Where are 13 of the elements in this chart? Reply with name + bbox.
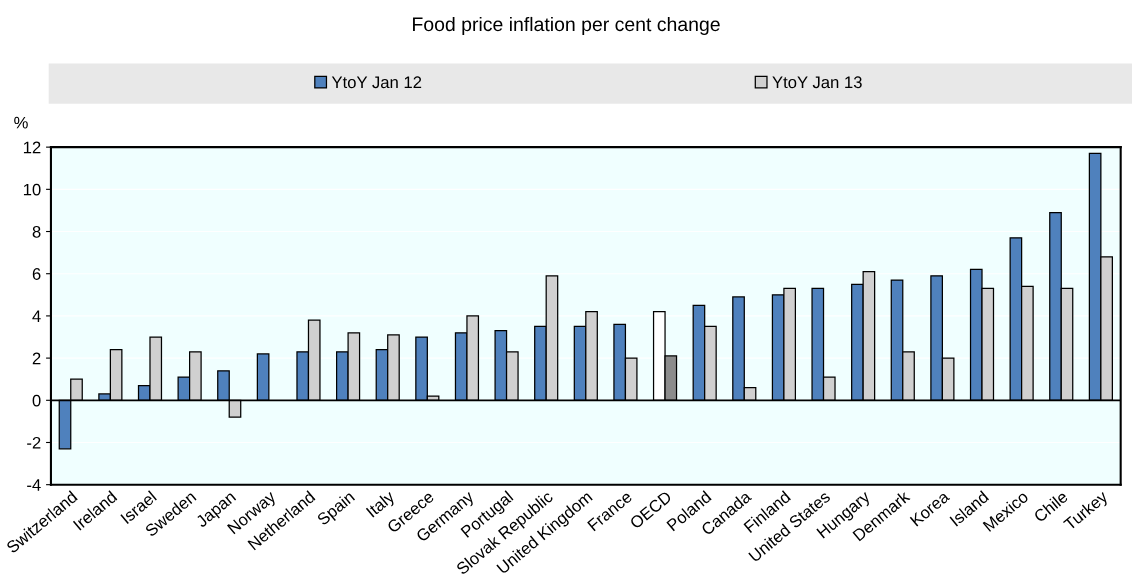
legend-label: YtoY Jan 13: [772, 76, 862, 89]
chart-title: Food price inflation per cent change: [413, 16, 720, 36]
y-tick-label: 4: [32, 310, 41, 322]
y-tick-label: 10: [23, 183, 41, 196]
legend-label: YtoY Jan 12: [331, 76, 422, 89]
y-tick-label: -2: [27, 436, 41, 449]
y-axis-title: %: [14, 116, 28, 129]
y-tick-label: 12: [23, 141, 41, 154]
y-tick-label: -4: [27, 479, 41, 491]
y-tick-label: 8: [32, 225, 41, 238]
y-tick-label: 0: [32, 394, 41, 407]
y-tick-label: 2: [32, 352, 41, 365]
y-tick-label: 6: [32, 268, 41, 280]
